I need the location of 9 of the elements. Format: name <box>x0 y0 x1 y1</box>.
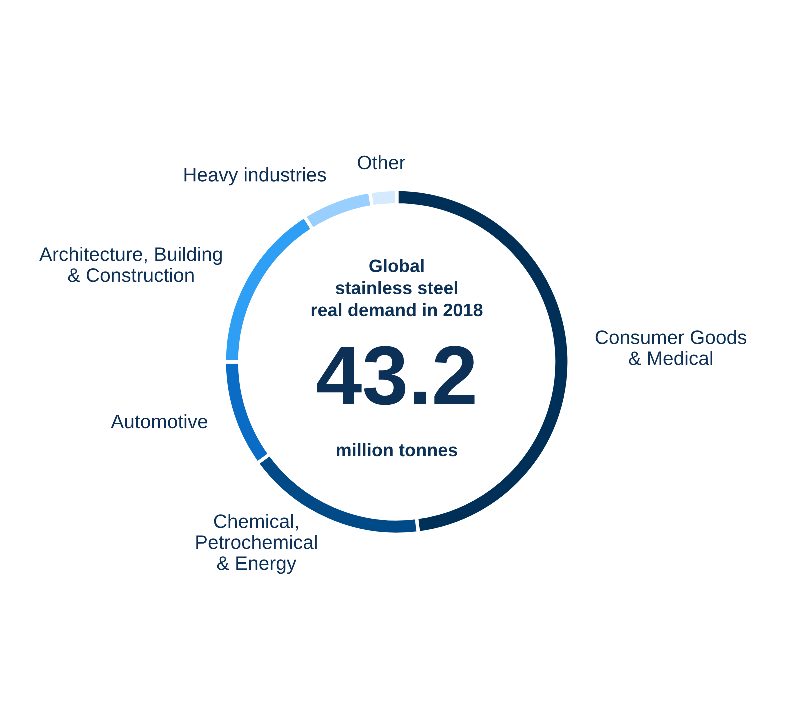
text: million tonnes <box>337 443 458 457</box>
slice-label: Heavy industries <box>184 168 326 186</box>
slice-label: Chemical, Petrochemical & Energy <box>196 514 317 574</box>
slice-label: Consumer Goods & Medical <box>596 330 747 366</box>
slice-label: Architecture, Building & Construction <box>40 247 222 282</box>
text: 43.2 <box>317 346 475 406</box>
slice-label: Automotive <box>111 414 208 429</box>
text: Global stainless steel real demand in 2018 <box>312 259 483 317</box>
slice-label: Other <box>358 155 406 170</box>
